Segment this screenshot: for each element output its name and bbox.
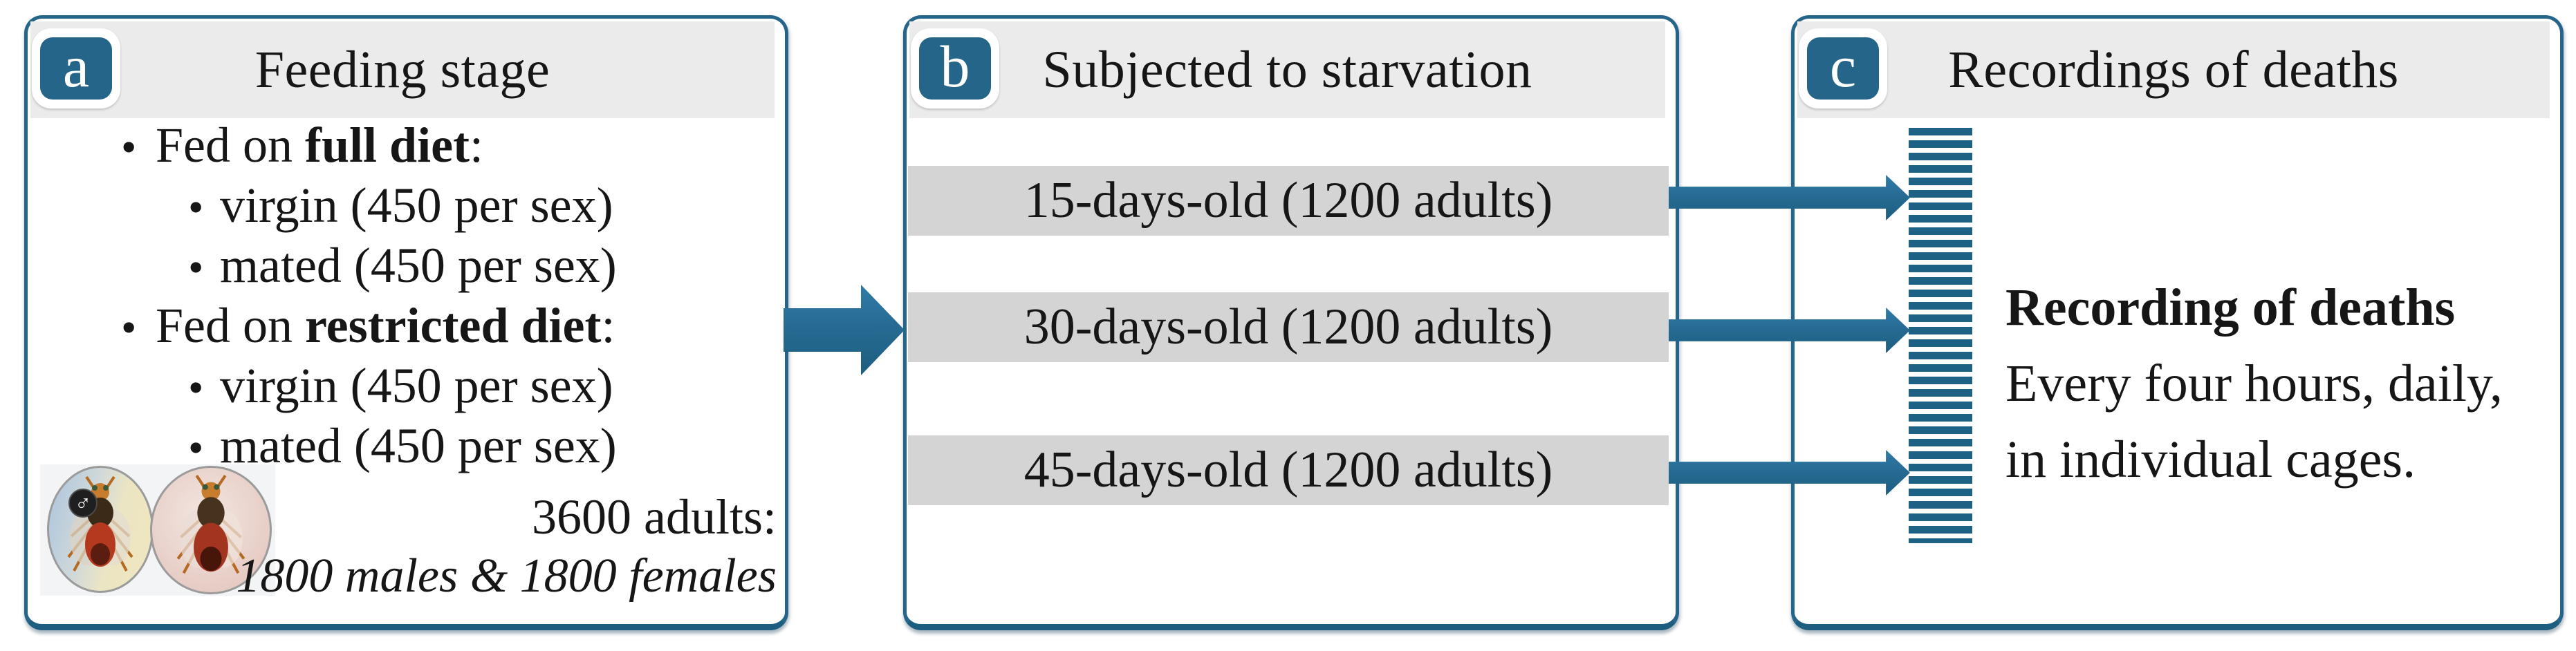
male-fly-photo: ♂ [47,466,154,593]
panel-feeding-stage: Feeding stage a • Fed on full diet: • virg… [24,15,788,630]
list-item-full-diet: • Fed on full diet: [28,116,785,176]
list-item-text: : [470,117,484,173]
time-ticks-bar [1909,128,1972,543]
age-group-row-30-days: 30-days-old (1200 adults) [908,292,1669,362]
fly-illustration [67,475,133,572]
panel-c-badge: c [1807,37,1879,100]
sex-split-text: 1800 males & 1800 females [236,549,777,603]
recording-note-line1: Every four hours, daily, [2005,355,2503,413]
list-item-mated-full: • mated (450 per sex) [28,236,785,296]
total-adults-text: 3600 adults: [532,489,777,545]
panel-b-title: Subjected to starvation [1042,40,1532,99]
list-item-text: Fed on [156,117,305,173]
fly-photos: ♂ ♀ [40,464,275,596]
bullet-icon: • [121,122,137,171]
list-item-restricted-diet: • Fed on restricted diet: [28,296,785,357]
diet-list: • Fed on full diet: • virgin (450 per sex)… [28,116,785,477]
panel-b-header: Subjected to starvation [909,21,1665,118]
bullet-icon: • [188,243,204,292]
male-symbol-badge: ♂ [68,489,98,518]
bullet-icon: • [188,182,204,232]
panel-b-badge-ring: b [911,28,999,108]
fly-illustration [176,474,245,574]
list-item-virgin-restricted: • virgin (450 per sex) [28,357,785,417]
list-item-text: virgin (450 per sex) [220,358,613,413]
arrow-feeding-to-starvation [784,285,905,375]
age-group-label: 30-days-old (1200 adults) [1023,299,1553,355]
list-item-text: Fed on [156,298,305,353]
panel-a-badge: a [40,37,112,100]
age-group-row-45-days: 45-days-old (1200 adults) [908,435,1669,505]
list-item-mated-restricted: • mated (450 per sex) [28,417,785,477]
panel-a-badge-ring: a [32,28,120,108]
list-item-bold: full diet [305,117,470,173]
age-group-label: 15-days-old (1200 adults) [1023,172,1553,229]
recording-note-line2: in individual cages. [2005,431,2416,489]
panel-starvation: Subjected to starvation b 15-days-old (1… [903,15,1679,630]
totals-block: 3600 adults: 1800 males & 1800 females [236,487,777,606]
recording-note-heading: Recording of deaths [2005,279,2456,337]
bullet-icon: • [188,423,204,472]
list-item-bold: restricted diet [305,298,602,353]
panel-a-title: Feeding stage [254,40,550,99]
panel-c-title: Recordings of deaths [1948,40,2399,99]
list-item-virgin-full: • virgin (450 per sex) [28,176,785,236]
panel-a-header: Feeding stage [30,21,775,118]
list-item-text: : [601,298,615,353]
list-item-text: mated (450 per sex) [220,418,617,473]
age-group-label: 45-days-old (1200 adults) [1023,442,1553,498]
panel-c-badge-ring: c [1799,28,1887,108]
panel-c-header: Recordings of deaths [1797,21,2550,118]
age-group-row-15-days: 15-days-old (1200 adults) [908,166,1669,236]
panel-b-badge: b [919,37,991,100]
panel-recordings: Recordings of deaths c Recording of deat… [1791,15,2564,630]
bullet-icon: • [188,363,204,412]
bullet-icon: • [121,303,137,352]
recording-note: Recording of deaths Every four hours, da… [2005,270,2503,498]
female-fly-photo: ♀ [150,466,272,594]
list-item-text: mated (450 per sex) [220,238,617,293]
list-item-text: virgin (450 per sex) [220,178,613,233]
